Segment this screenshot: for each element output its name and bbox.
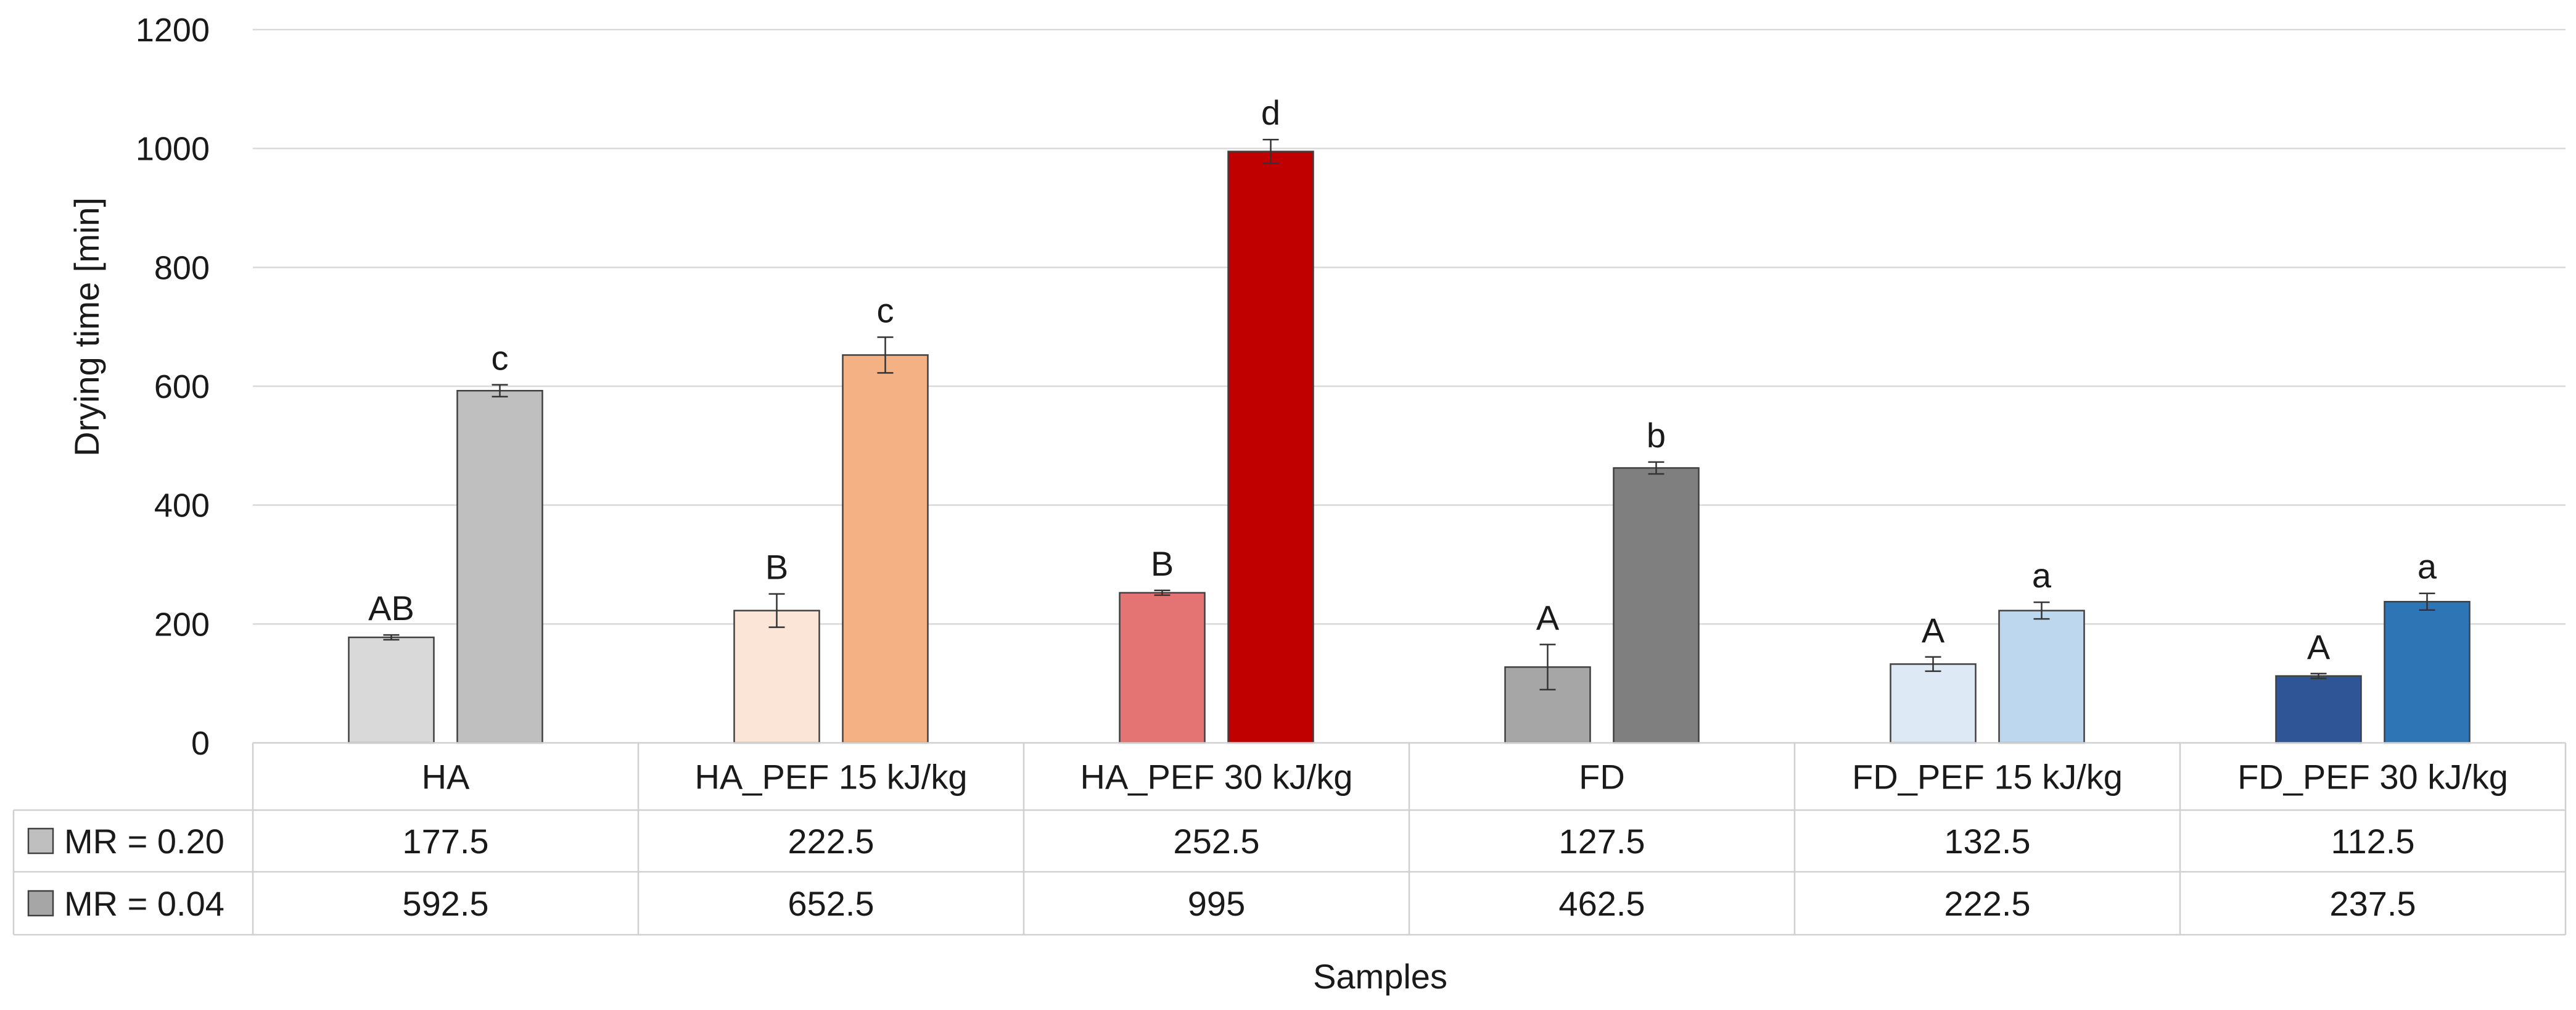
y-tick-label: 0 <box>191 725 210 762</box>
bar <box>1890 663 1977 744</box>
legend-label: MR = 0.20 <box>64 822 224 861</box>
x-tick-label: HA <box>422 758 470 797</box>
table-value: 592.5 <box>402 884 488 923</box>
significance-letter: c <box>877 291 894 330</box>
y-tick-label: 200 <box>154 606 210 643</box>
x-tick-label: FD_PEF 30 kJ/kg <box>2237 758 2508 797</box>
significance-letter: A <box>1536 598 1560 637</box>
significance-letter: c <box>492 339 509 378</box>
bar <box>2384 600 2471 744</box>
legend-swatch <box>27 827 54 855</box>
bar <box>842 354 929 744</box>
x-tick-label: FD <box>1579 758 1625 797</box>
y-axis-ticks: 0 200 400 600 800 1000 1200 <box>136 12 210 762</box>
error-bars <box>383 138 2435 691</box>
bar <box>1227 151 1314 744</box>
significance-letter: B <box>765 548 788 587</box>
x-tick-label: FD_PEF 15 kJ/kg <box>1852 758 2123 797</box>
bar <box>348 636 435 744</box>
table-value: 222.5 <box>1944 884 2030 923</box>
table-value: 995 <box>1188 884 1245 923</box>
significance-letter: A <box>2307 627 2331 666</box>
significance-letter: AB <box>368 589 414 627</box>
bars <box>348 151 2471 744</box>
y-axis-label: Drying time [min] <box>67 197 106 457</box>
bar <box>1998 610 2085 744</box>
table-value: 462.5 <box>1558 884 1645 923</box>
bar <box>1613 467 1700 744</box>
x-tick-label: HA_PEF 15 kJ/kg <box>695 758 968 797</box>
legend-label: MR = 0.04 <box>64 884 224 923</box>
table-value: 222.5 <box>788 822 874 861</box>
table-value: 127.5 <box>1558 822 1645 861</box>
significance-letter: A <box>1922 611 1945 650</box>
table-value: 112.5 <box>2331 822 2415 861</box>
y-tick-label: 800 <box>154 249 210 286</box>
significance-letters: AB c Bc Bd Ab Aa Aa <box>368 93 2437 666</box>
table-value: 252.5 <box>1173 822 1259 861</box>
significance-letter: b <box>1647 416 1666 455</box>
y-tick-label: 600 <box>154 368 210 405</box>
table-value: 652.5 <box>788 884 874 923</box>
legend-swatch <box>27 890 54 917</box>
y-tick-label: 400 <box>154 487 210 524</box>
significance-letter: a <box>2418 547 2437 586</box>
significance-letter: B <box>1151 544 1174 583</box>
x-axis-label: Samples <box>1313 957 1447 996</box>
bar <box>733 610 820 744</box>
bar <box>456 389 543 744</box>
bar <box>2275 675 2362 744</box>
significance-letter: a <box>2032 556 2052 595</box>
gridlines <box>253 28 2566 625</box>
x-tick-label: HA_PEF 30 kJ/kg <box>1080 758 1353 797</box>
table-value: 237.5 <box>2329 884 2416 923</box>
table-value: 177.5 <box>402 822 488 861</box>
bar <box>1119 592 1206 744</box>
y-tick-label: 1000 <box>136 131 210 168</box>
data-table: HA HA_PEF 15 kJ/kg HA_PEF 30 kJ/kg FD FD_PEF… <box>12 742 2567 936</box>
significance-letter: d <box>1261 93 1280 132</box>
y-tick-label: 1200 <box>136 12 210 49</box>
table-value: 132.5 <box>1944 822 2030 861</box>
